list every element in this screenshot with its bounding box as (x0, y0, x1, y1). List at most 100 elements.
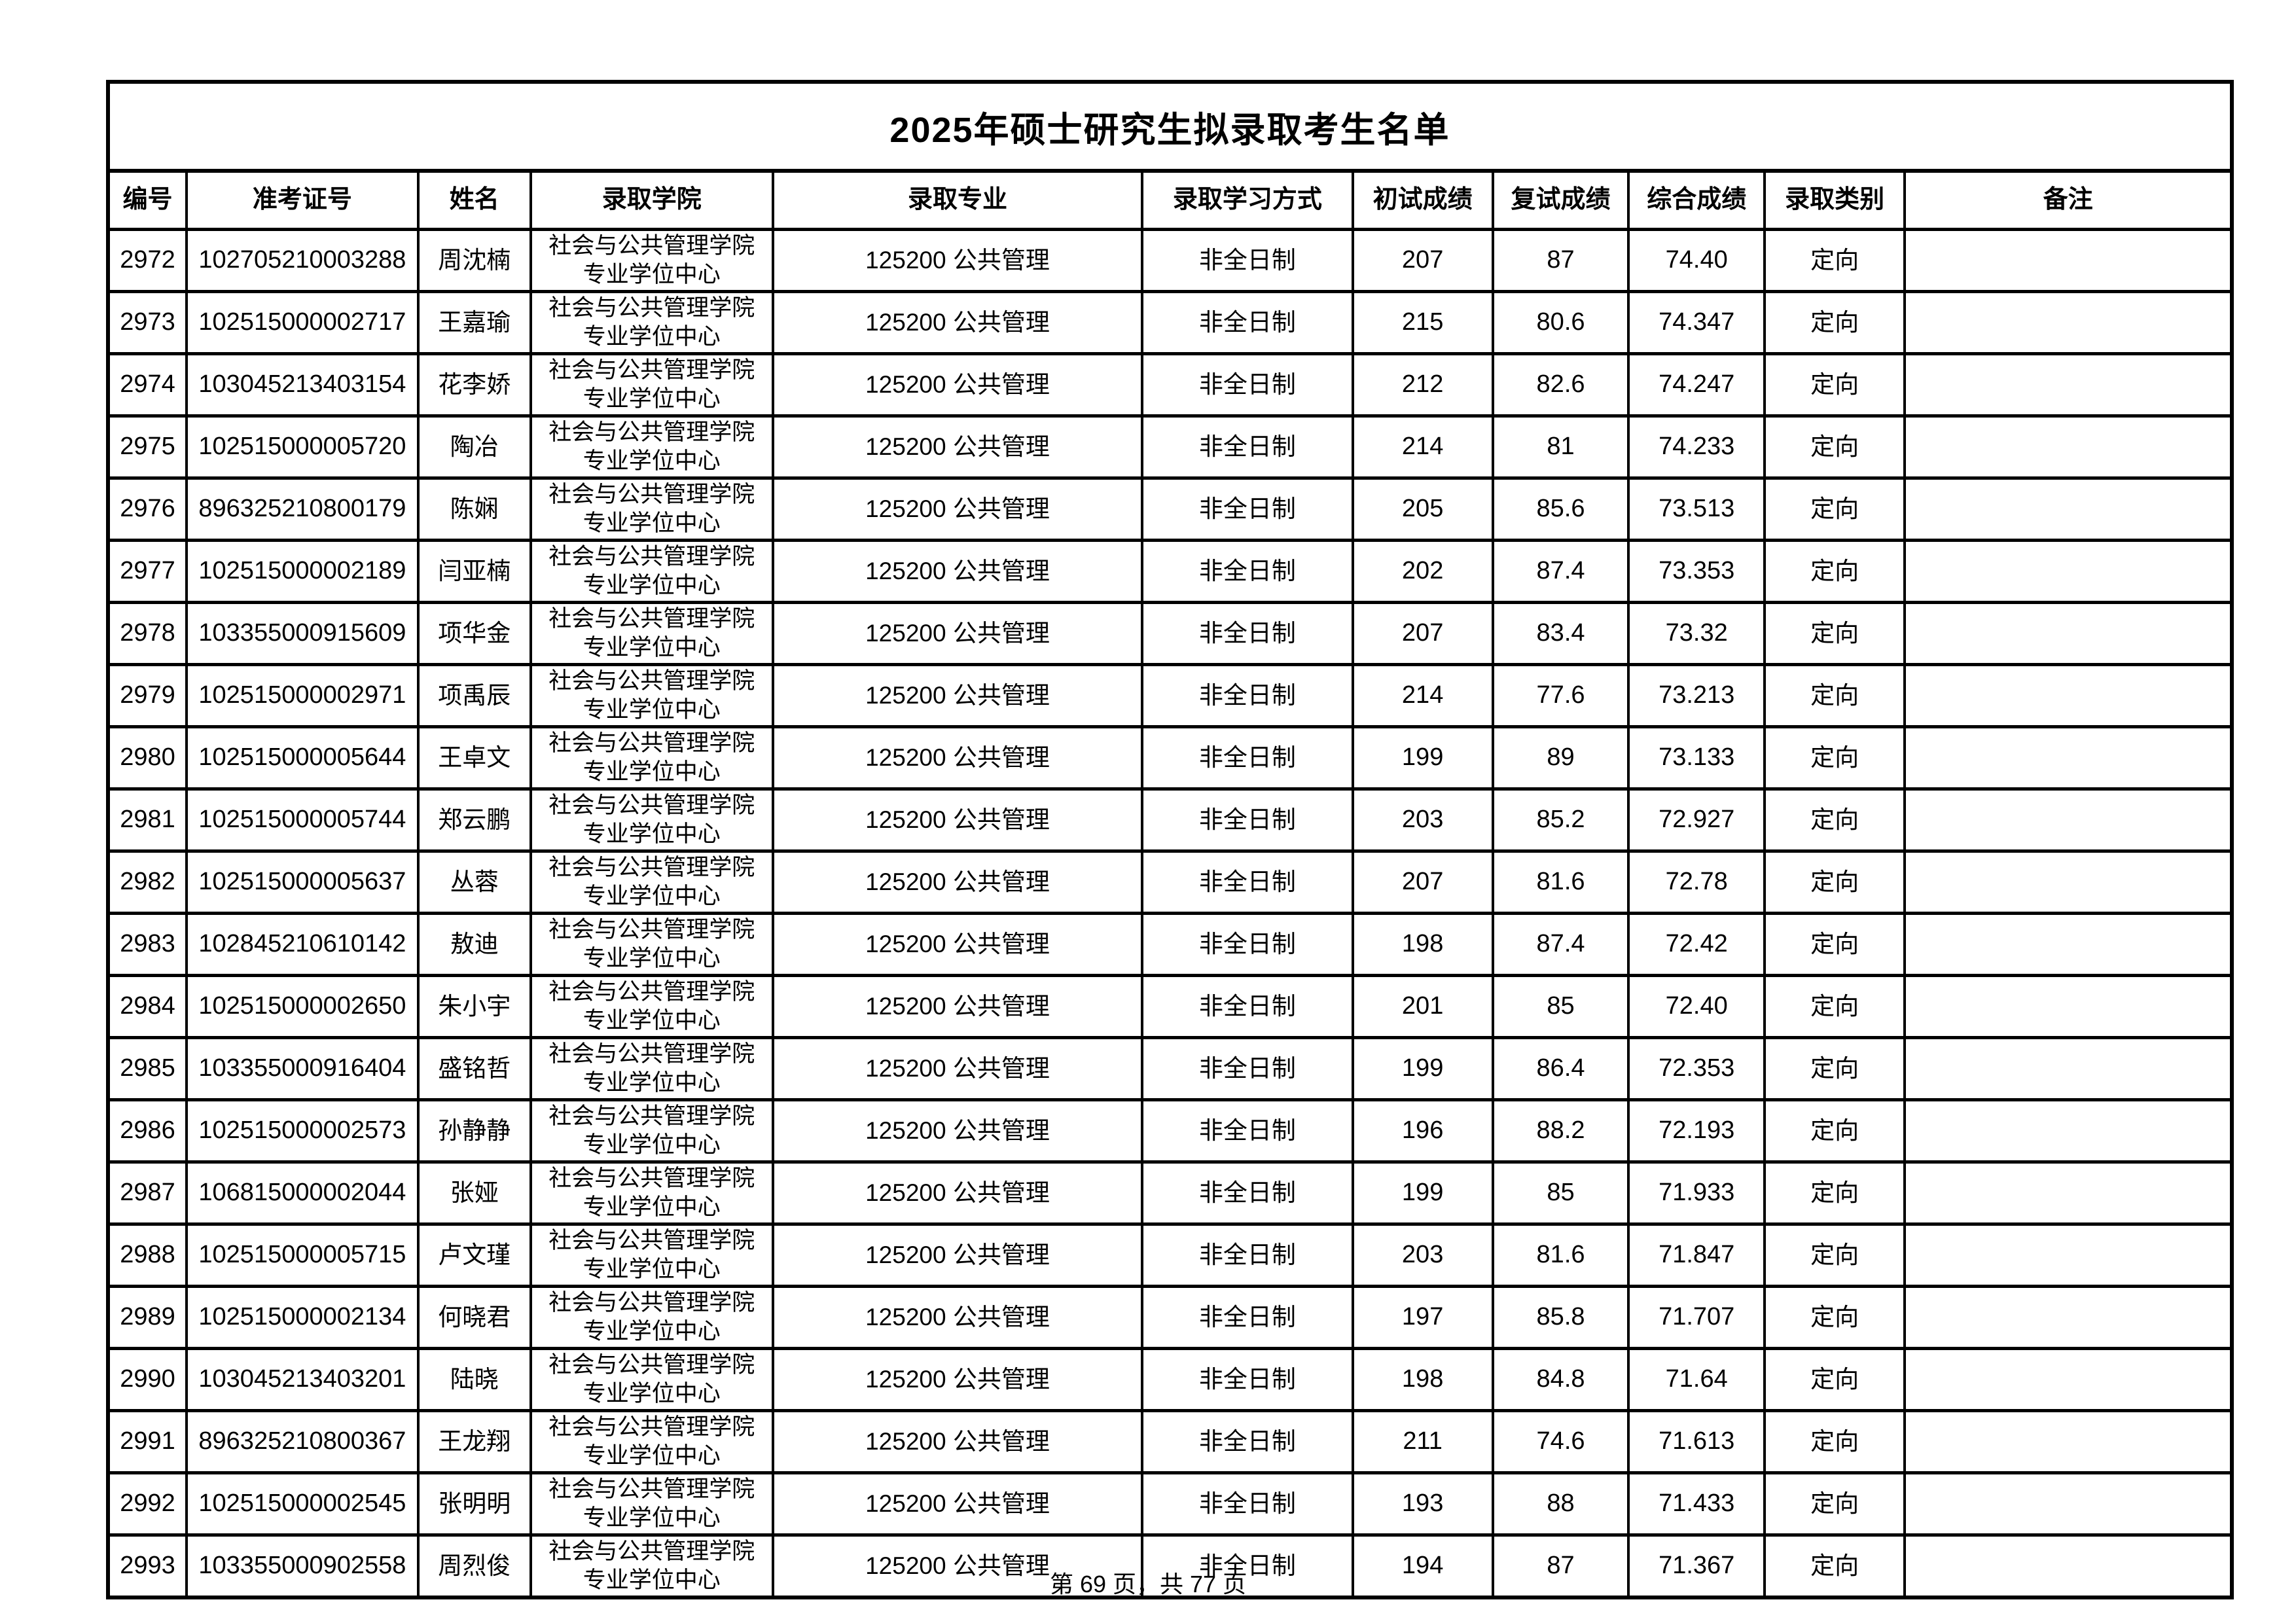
cell-remark (1903, 663, 2233, 728)
cell-major: 125200 公共管理 (771, 476, 1144, 542)
cell-mode: 非全日制 (1141, 1409, 1354, 1474)
cell-category: 定向 (1763, 1098, 1907, 1164)
cell-id: 2977 (106, 539, 188, 604)
page-title: 2025年硕士研究生拟录取考生名单 (107, 80, 2233, 173)
cell-score_initial: 198 (1351, 1347, 1494, 1412)
cell-major: 125200 公共管理 (771, 352, 1144, 418)
header-row: 编号 准考证号 姓名 录取学院 录取专业 录取学习方式 初试成绩 复试成绩 综合成绩 录取类别 备注 (106, 169, 2233, 231)
cell-score_initial: 207 (1351, 601, 1494, 666)
cell-score_retest: 87.4 (1491, 539, 1630, 604)
cell-category: 定向 (1763, 601, 1907, 666)
cell-score_overall: 73.32 (1627, 601, 1767, 666)
cell-ticket: 102515000005715 (185, 1222, 420, 1288)
cell-score_overall: 74.347 (1627, 290, 1767, 355)
table-row: 2975 102515000005720 陶冶 社会与公共管理学院专业学位中心 1252… (106, 414, 2233, 480)
cell-remark (1903, 1347, 2233, 1412)
cell-id: 2981 (106, 787, 188, 853)
cell-score_overall: 73.513 (1627, 476, 1767, 542)
cell-mode: 非全日制 (1141, 1471, 1354, 1537)
cell-score_initial: 194 (1351, 1533, 1494, 1599)
cell-college: 社会与公共管理学院专业学位中心 (529, 539, 774, 604)
table-head: 2025年硕士研究生拟录取考生名单 编号 准考证号 姓名 录取学院 录取专业 录取学习方式… (106, 80, 2233, 231)
admission-table: 2025年硕士研究生拟录取考生名单 编号 准考证号 姓名 录取学院 录取专业 录取学习方式… (106, 80, 2234, 1599)
column-header-5: 录取学习方式 (1141, 169, 1354, 231)
table-row: 2986 102515000002573 孙静静 社会与公共管理学院专业学位中心 125… (106, 1098, 2233, 1164)
title-row: 2025年硕士研究生拟录取考生名单 (107, 80, 2233, 173)
cell-name: 丛蓉 (416, 849, 532, 915)
cell-score_retest: 88.2 (1491, 1098, 1630, 1164)
cell-major: 125200 公共管理 (771, 539, 1144, 604)
cell-score_overall: 72.42 (1627, 912, 1767, 977)
cell-score_initial: 193 (1351, 1471, 1494, 1537)
cell-name: 敖迪 (416, 912, 532, 977)
cell-major: 125200 公共管理 (771, 601, 1144, 666)
cell-ticket: 102515000002573 (185, 1098, 420, 1164)
cell-college: 社会与公共管理学院专业学位中心 (529, 1471, 774, 1537)
cell-college: 社会与公共管理学院专业学位中心 (529, 1222, 774, 1288)
cell-mode: 非全日制 (1141, 974, 1354, 1039)
cell-college: 社会与公共管理学院专业学位中心 (529, 1347, 774, 1412)
cell-score_initial: 214 (1351, 663, 1494, 728)
cell-major: 125200 公共管理 (771, 974, 1144, 1039)
cell-ticket: 102515000005720 (185, 414, 420, 480)
cell-id: 2982 (106, 849, 188, 915)
cell-score_retest: 87.4 (1491, 912, 1630, 977)
cell-score_initial: 197 (1351, 1285, 1494, 1350)
cell-remark (1903, 725, 2233, 791)
cell-category: 定向 (1763, 352, 1907, 418)
cell-category: 定向 (1763, 1222, 1907, 1288)
cell-remark (1903, 601, 2233, 666)
cell-mode: 非全日制 (1141, 725, 1354, 791)
column-header-3: 录取学院 (529, 169, 774, 231)
cell-major: 125200 公共管理 (771, 725, 1144, 791)
table-row: 2992 102515000002545 张明明 社会与公共管理学院专业学位中心 125… (106, 1471, 2233, 1537)
cell-major: 125200 公共管理 (771, 1285, 1144, 1350)
cell-id: 2976 (106, 476, 188, 542)
cell-ticket: 102515000002545 (185, 1471, 420, 1537)
cell-ticket: 896325210800179 (185, 476, 420, 542)
cell-score_retest: 85 (1491, 974, 1630, 1039)
cell-name: 王卓文 (416, 725, 532, 791)
cell-score_overall: 72.78 (1627, 849, 1767, 915)
cell-major: 125200 公共管理 (771, 787, 1144, 853)
cell-major: 125200 公共管理 (771, 1409, 1144, 1474)
cell-category: 定向 (1763, 1533, 1907, 1599)
cell-remark (1903, 849, 2233, 915)
cell-category: 定向 (1763, 787, 1907, 853)
cell-score_initial: 198 (1351, 912, 1494, 977)
table-row: 2974 103045213403154 花李娇 社会与公共管理学院专业学位中心 125… (106, 352, 2233, 418)
column-header-4: 录取专业 (771, 169, 1144, 231)
cell-ticket: 103355000902558 (185, 1533, 420, 1599)
cell-category: 定向 (1763, 912, 1907, 977)
column-header-1: 准考证号 (185, 169, 420, 231)
cell-remark (1903, 476, 2233, 542)
cell-score_overall: 72.353 (1627, 1036, 1767, 1101)
cell-college: 社会与公共管理学院专业学位中心 (529, 352, 774, 418)
cell-score_overall: 71.707 (1627, 1285, 1767, 1350)
cell-score_overall: 73.213 (1627, 663, 1767, 728)
cell-score_overall: 71.847 (1627, 1222, 1767, 1288)
cell-mode: 非全日制 (1141, 414, 1354, 480)
cell-category: 定向 (1763, 849, 1907, 915)
cell-remark (1903, 1098, 2233, 1164)
cell-major: 125200 公共管理 (771, 290, 1144, 355)
cell-name: 项禹辰 (416, 663, 532, 728)
cell-ticket: 103045213403201 (185, 1347, 420, 1412)
table-row: 2979 102515000002971 项禹辰 社会与公共管理学院专业学位中心 125… (106, 663, 2233, 728)
table-row: 2978 103355000915609 项华金 社会与公共管理学院专业学位中心 125… (106, 601, 2233, 666)
cell-score_initial: 199 (1351, 1160, 1494, 1226)
cell-college: 社会与公共管理学院专业学位中心 (529, 476, 774, 542)
cell-score_retest: 83.4 (1491, 601, 1630, 666)
column-header-10: 备注 (1903, 169, 2233, 231)
cell-score_retest: 81 (1491, 414, 1630, 480)
cell-id: 2972 (106, 228, 188, 293)
cell-major: 125200 公共管理 (771, 414, 1144, 480)
cell-category: 定向 (1763, 725, 1907, 791)
cell-mode: 非全日制 (1141, 1222, 1354, 1288)
table-row: 2976 896325210800179 陈娴 社会与公共管理学院专业学位中心 1252… (106, 476, 2233, 542)
cell-id: 2986 (106, 1098, 188, 1164)
cell-college: 社会与公共管理学院专业学位中心 (529, 414, 774, 480)
page-number-footer: 第 69 页，共 77 页 (1049, 1571, 1247, 1597)
cell-college: 社会与公共管理学院专业学位中心 (529, 290, 774, 355)
